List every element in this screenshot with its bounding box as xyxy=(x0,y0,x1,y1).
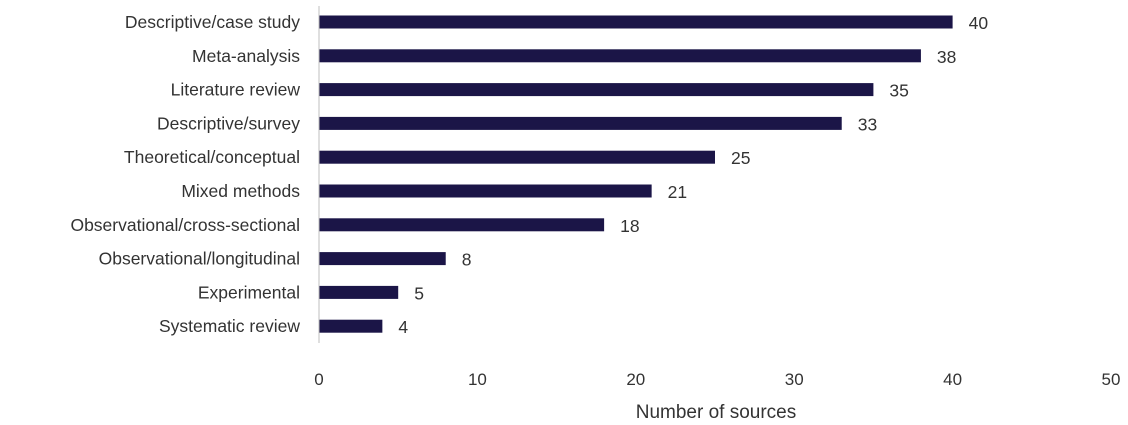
x-tick-label: 40 xyxy=(943,370,962,389)
category-label: Systematic review xyxy=(159,316,300,336)
x-tick-label: 0 xyxy=(314,370,323,389)
data-label: 18 xyxy=(620,216,639,236)
data-labels: 40 38 35 33 25 21 18 8 54 xyxy=(398,13,988,337)
bar xyxy=(319,49,921,63)
data-label: 8 xyxy=(462,250,472,270)
x-tick-labels: 0 10 20 30 40 50 xyxy=(314,370,1120,389)
data-label: 38 xyxy=(937,47,956,67)
x-axis-title: Number of sources xyxy=(636,402,797,423)
category-label: Descriptive/case study xyxy=(125,12,300,32)
category-label: Descriptive/survey xyxy=(157,113,300,133)
category-label: Meta-analysis xyxy=(192,46,300,66)
x-tick-label: 20 xyxy=(626,370,645,389)
bar xyxy=(319,218,605,232)
data-label: 25 xyxy=(731,148,750,168)
data-label: 35 xyxy=(889,81,908,101)
category-label: Theoretical/conceptual xyxy=(124,147,300,167)
data-label: 21 xyxy=(668,182,687,202)
bar xyxy=(319,15,953,29)
category-label: Mixed methods xyxy=(181,181,300,201)
category-label: Observational/longitudinal xyxy=(99,249,300,269)
category-labels: Descriptive/case study Meta-analysis Liter… xyxy=(70,12,300,336)
x-tick-label: 30 xyxy=(785,370,804,389)
bar xyxy=(319,252,446,266)
bars-layer xyxy=(319,15,953,333)
category-label: Literature review xyxy=(171,80,301,100)
category-label: Observational/cross-sectional xyxy=(70,215,300,235)
data-label: 40 xyxy=(969,13,989,33)
bar xyxy=(319,150,715,164)
data-label: 5 xyxy=(414,283,424,303)
bar xyxy=(319,184,652,198)
data-label: 4 xyxy=(398,317,408,337)
bar xyxy=(319,116,842,130)
bar xyxy=(319,285,399,299)
category-label: Experimental xyxy=(198,282,300,302)
x-tick-label: 10 xyxy=(468,370,487,389)
data-label: 33 xyxy=(858,114,877,134)
bar xyxy=(319,83,874,97)
bar xyxy=(319,319,383,333)
x-tick-label: 50 xyxy=(1102,370,1121,389)
